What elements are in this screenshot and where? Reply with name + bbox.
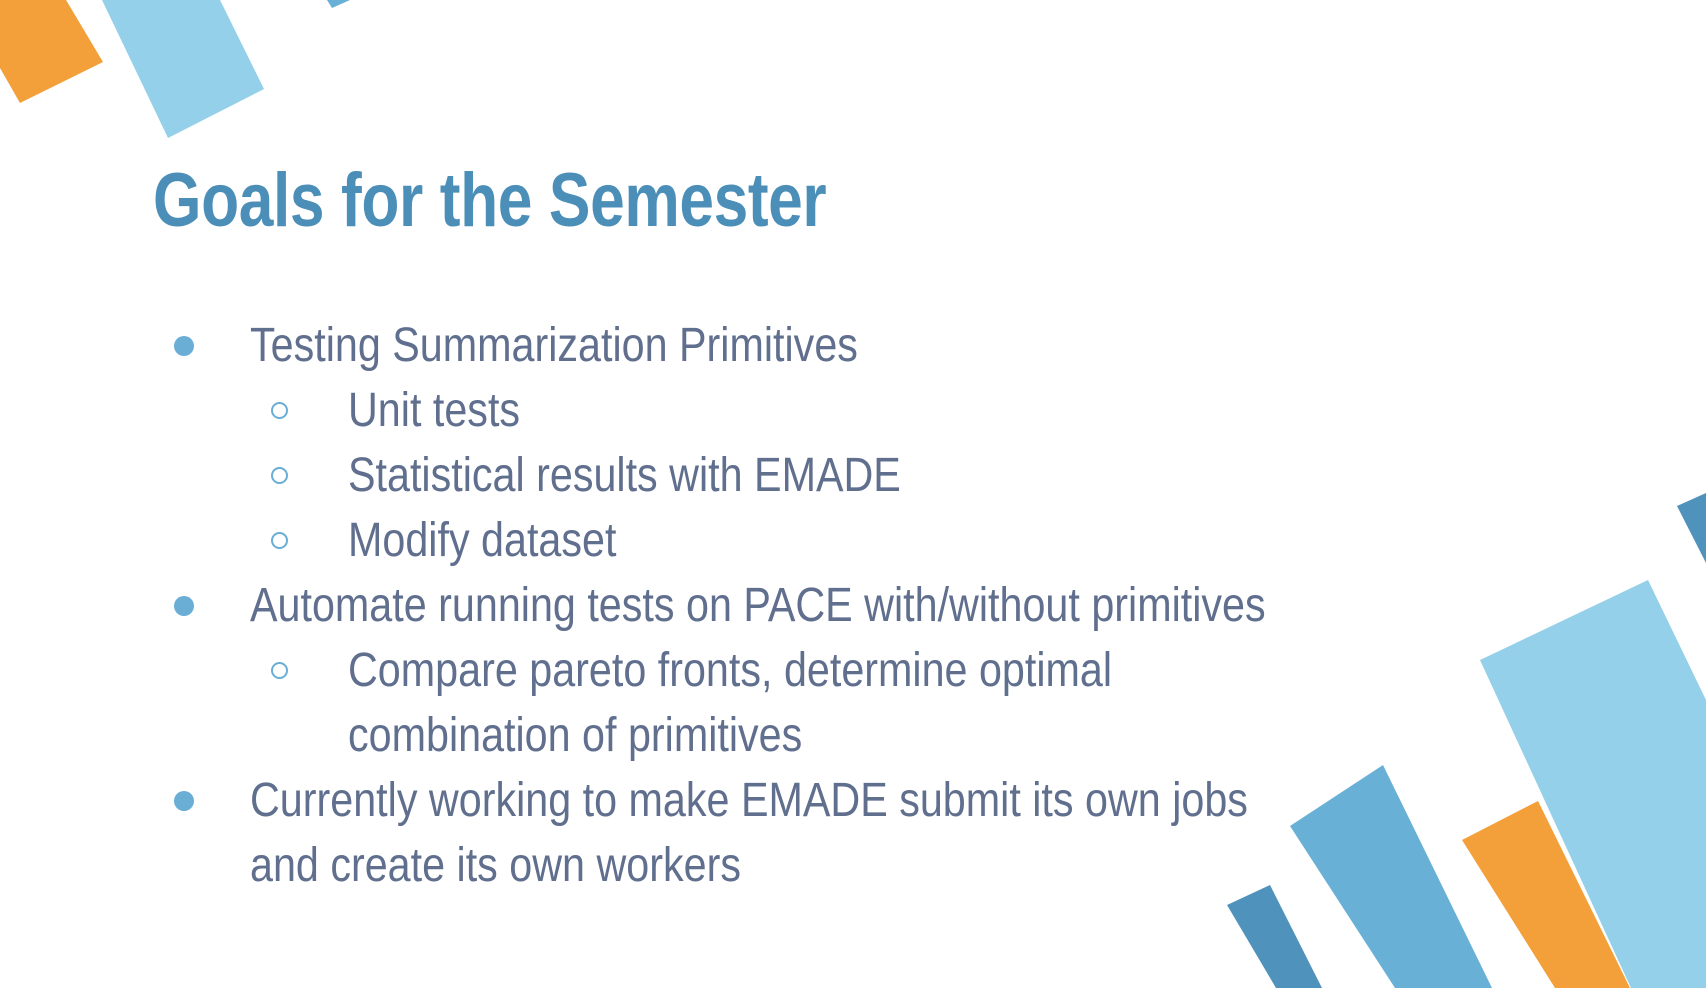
mid-blue-bar-bottom-right: [1290, 765, 1492, 988]
bullet-circle-icon: [271, 402, 288, 419]
bullet-text: Modify dataset: [348, 514, 617, 567]
dark-blue-bar-right-edge: [1677, 493, 1706, 563]
bullet-text: and create its own workers: [250, 839, 741, 892]
light-blue-bar-bottom-right: [1480, 580, 1706, 988]
orange-bar-bottom-right: [1462, 801, 1630, 988]
list-item: Modify dataset: [0, 508, 1706, 573]
bullet-text: Currently working to make EMADE submit i…: [250, 774, 1248, 827]
list-item: Statistical results with EMADE: [0, 443, 1706, 508]
bullet-list: Testing Summarization Primitives Unit te…: [0, 313, 1706, 898]
slide-title: Goals for the Semester: [153, 158, 827, 243]
bullet-text: Testing Summarization Primitives: [250, 319, 858, 372]
bullet-disc-icon: [174, 791, 194, 811]
bullet-circle-icon: [271, 467, 288, 484]
list-item: Testing Summarization Primitives: [0, 313, 1706, 378]
small-blue-tip-top: [327, 0, 350, 8]
list-item: Currently working to make EMADE submit i…: [0, 768, 1706, 833]
list-item: Unit tests: [0, 378, 1706, 443]
list-item-continuation: and create its own workers: [0, 833, 1706, 898]
bullet-circle-icon: [271, 662, 288, 679]
bullet-text: Compare pareto fronts, determine optimal: [348, 644, 1113, 697]
list-item: Automate running tests on PACE with/with…: [0, 573, 1706, 638]
bullet-text: combination of primitives: [348, 709, 803, 762]
list-item-continuation: combination of primitives: [0, 703, 1706, 768]
bullet-text: Statistical results with EMADE: [348, 449, 901, 502]
orange-bar-top-left: [0, 0, 103, 103]
light-blue-bar-top-left: [102, 0, 264, 138]
bullet-disc-icon: [174, 596, 194, 616]
bullet-disc-icon: [174, 336, 194, 356]
bullet-text: Unit tests: [348, 384, 521, 437]
bullet-text: Automate running tests on PACE with/with…: [250, 579, 1266, 632]
list-item: Compare pareto fronts, determine optimal: [0, 638, 1706, 703]
dark-blue-bar-bottom-right: [1227, 885, 1322, 988]
bullet-circle-icon: [271, 532, 288, 549]
